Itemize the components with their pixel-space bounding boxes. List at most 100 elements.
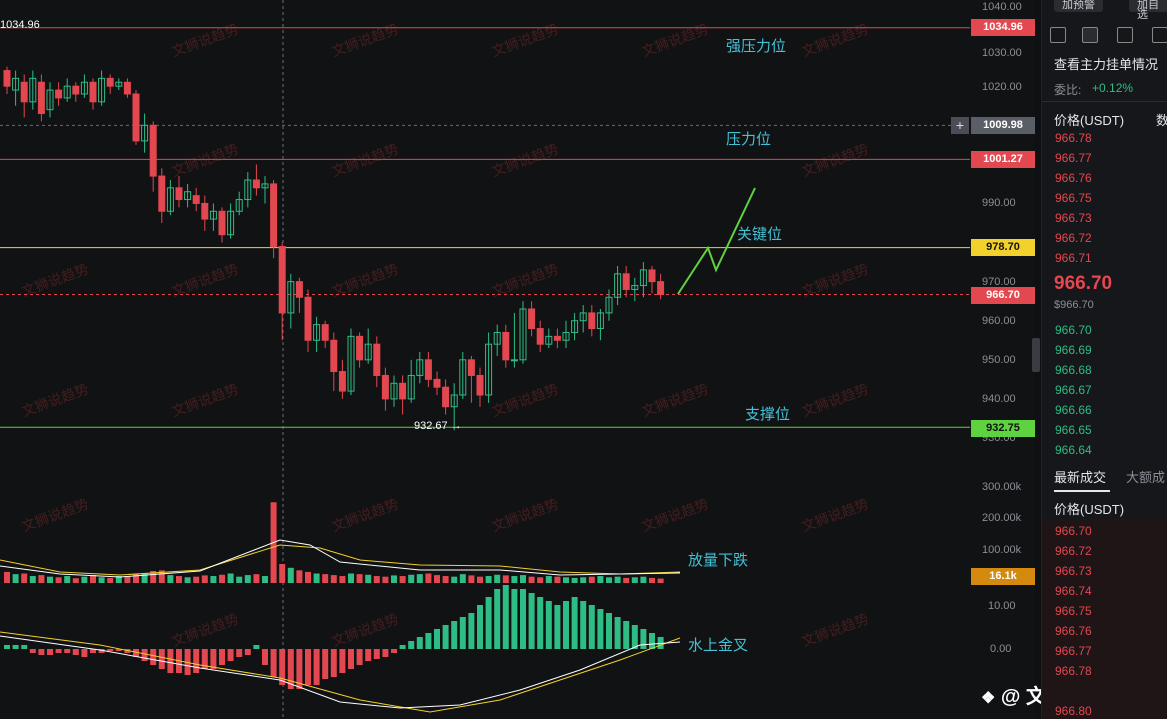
macd-bar: [468, 613, 475, 649]
main-orders-link[interactable]: 查看主力挂单情况: [1054, 57, 1159, 72]
volume-bar: [657, 578, 664, 583]
volume-bar: [580, 577, 587, 583]
tab-latest-trades[interactable]: 最新成交: [1054, 470, 1107, 485]
trade-price: 966.77: [1055, 644, 1092, 658]
strong-resistance-label: 强压力位: [726, 38, 787, 55]
candle-body: [132, 93, 140, 142]
macd-bar: [279, 649, 286, 685]
ask-price[interactable]: 966.78: [1055, 131, 1092, 145]
candle-body: [528, 308, 536, 330]
ask-price[interactable]: 966.76: [1055, 171, 1092, 185]
view-list-icon[interactable]: [1152, 27, 1167, 43]
macd-bar: [649, 633, 655, 649]
volume-bar: [210, 576, 217, 583]
panel-resize-handle[interactable]: [1032, 338, 1040, 372]
candle-body: [338, 371, 346, 392]
volume-bar: [640, 576, 647, 583]
volume-bar: [313, 573, 320, 583]
add-watchlist-button[interactable]: 加自选: [1129, 0, 1167, 21]
macd-bar: [81, 649, 88, 657]
price-axis-label: 1040.00: [982, 1, 1022, 13]
ask-price[interactable]: 966.73: [1055, 211, 1092, 225]
crosshair-plus-icon[interactable]: +: [951, 117, 969, 134]
price-axis-label: 960.00: [982, 315, 1016, 327]
volume-bar: [219, 574, 225, 583]
candle-body: [149, 124, 157, 177]
volume-bar: [416, 574, 423, 583]
macd-bar: [150, 649, 157, 665]
macd-bar: [528, 593, 535, 649]
volume-bar: [12, 574, 19, 583]
trades-list: [1042, 519, 1167, 719]
candle-body: [356, 335, 364, 361]
macd-bar: [64, 649, 71, 653]
price-axis-label: 990.00: [982, 197, 1016, 209]
volume-bar: [236, 576, 243, 583]
view-bids-icon[interactable]: [1117, 27, 1133, 43]
ask-price[interactable]: 966.77: [1055, 151, 1092, 165]
volume-bar: [528, 576, 535, 583]
chart-canvas[interactable]: [0, 0, 1035, 719]
macd-bar: [236, 649, 243, 657]
candle-body: [175, 187, 183, 201]
bid-price[interactable]: 966.67: [1055, 383, 1092, 397]
key-level-tag: 978.70: [971, 239, 1035, 256]
volume-bar: [614, 576, 621, 583]
candle-body: [158, 175, 166, 212]
volume-bar: [167, 575, 174, 583]
macd-bar: [373, 649, 380, 659]
candle-body: [657, 281, 665, 296]
tab-big-trades[interactable]: 大额成: [1126, 470, 1166, 485]
bid-price[interactable]: 966.66: [1055, 403, 1092, 417]
ask-price[interactable]: 966.71: [1055, 251, 1092, 265]
volume-bar: [4, 571, 10, 583]
volume-axis-label: 200.00k: [982, 512, 1022, 524]
candle-body: [244, 179, 252, 201]
candle-body: [390, 382, 398, 400]
candle-body: [227, 210, 235, 236]
volume-bar: [133, 574, 139, 583]
macd-bar: [210, 649, 217, 669]
bid-price[interactable]: 966.65: [1055, 423, 1092, 437]
macd-bar: [554, 605, 561, 649]
candle-body: [304, 296, 312, 341]
bid-price[interactable]: 966.70: [1055, 323, 1092, 337]
macd-bar: [494, 589, 501, 649]
support-label: 支撑位: [745, 406, 791, 423]
add-alert-button[interactable]: 加预警: [1054, 0, 1103, 12]
candle-body: [63, 85, 71, 99]
macd-bar: [21, 645, 28, 649]
view-asks-icon[interactable]: [1082, 27, 1098, 43]
candle-body: [29, 77, 37, 103]
macd-dif-line: [0, 635, 681, 709]
candle-body: [209, 210, 217, 220]
projection-path: [677, 187, 756, 295]
kline-chart[interactable]: 1040.00 1030.00 1020.00 990.00 970.00 96…: [0, 0, 1126, 719]
price-axis-label: 1030.00: [982, 47, 1022, 59]
ask-price[interactable]: 966.72: [1055, 231, 1092, 245]
macd-axis-label: 10.00: [988, 600, 1016, 612]
volume-bar: [339, 576, 346, 583]
candle-body: [545, 335, 553, 345]
macd-bar: [640, 629, 647, 649]
order-book-panel: 加预警 加自选 查看主力挂单情况 委比: +0.12% 价格(USDT) 数 9…: [1041, 0, 1167, 719]
volume-bar: [649, 577, 655, 583]
volume-bar: [21, 573, 28, 583]
view-both-icon[interactable]: [1050, 27, 1066, 43]
candle-body: [235, 199, 243, 212]
macd-bar: [502, 585, 509, 649]
trade-price: 966.70: [1055, 524, 1092, 538]
macd-bar: [545, 601, 552, 649]
volume-bar: [244, 575, 251, 583]
candle-body: [80, 81, 88, 95]
bid-price[interactable]: 966.64: [1055, 443, 1092, 457]
volume-bar: [227, 573, 234, 583]
bid-price[interactable]: 966.69: [1055, 343, 1092, 357]
volume-tag: 16.1k: [971, 568, 1035, 585]
last-price: 966.70: [1054, 273, 1113, 294]
bid-price[interactable]: 966.68: [1055, 363, 1092, 377]
candle-body: [510, 359, 518, 362]
macd-bar: [296, 649, 303, 689]
volume-bar: [408, 574, 415, 583]
ask-price[interactable]: 966.75: [1055, 191, 1092, 205]
